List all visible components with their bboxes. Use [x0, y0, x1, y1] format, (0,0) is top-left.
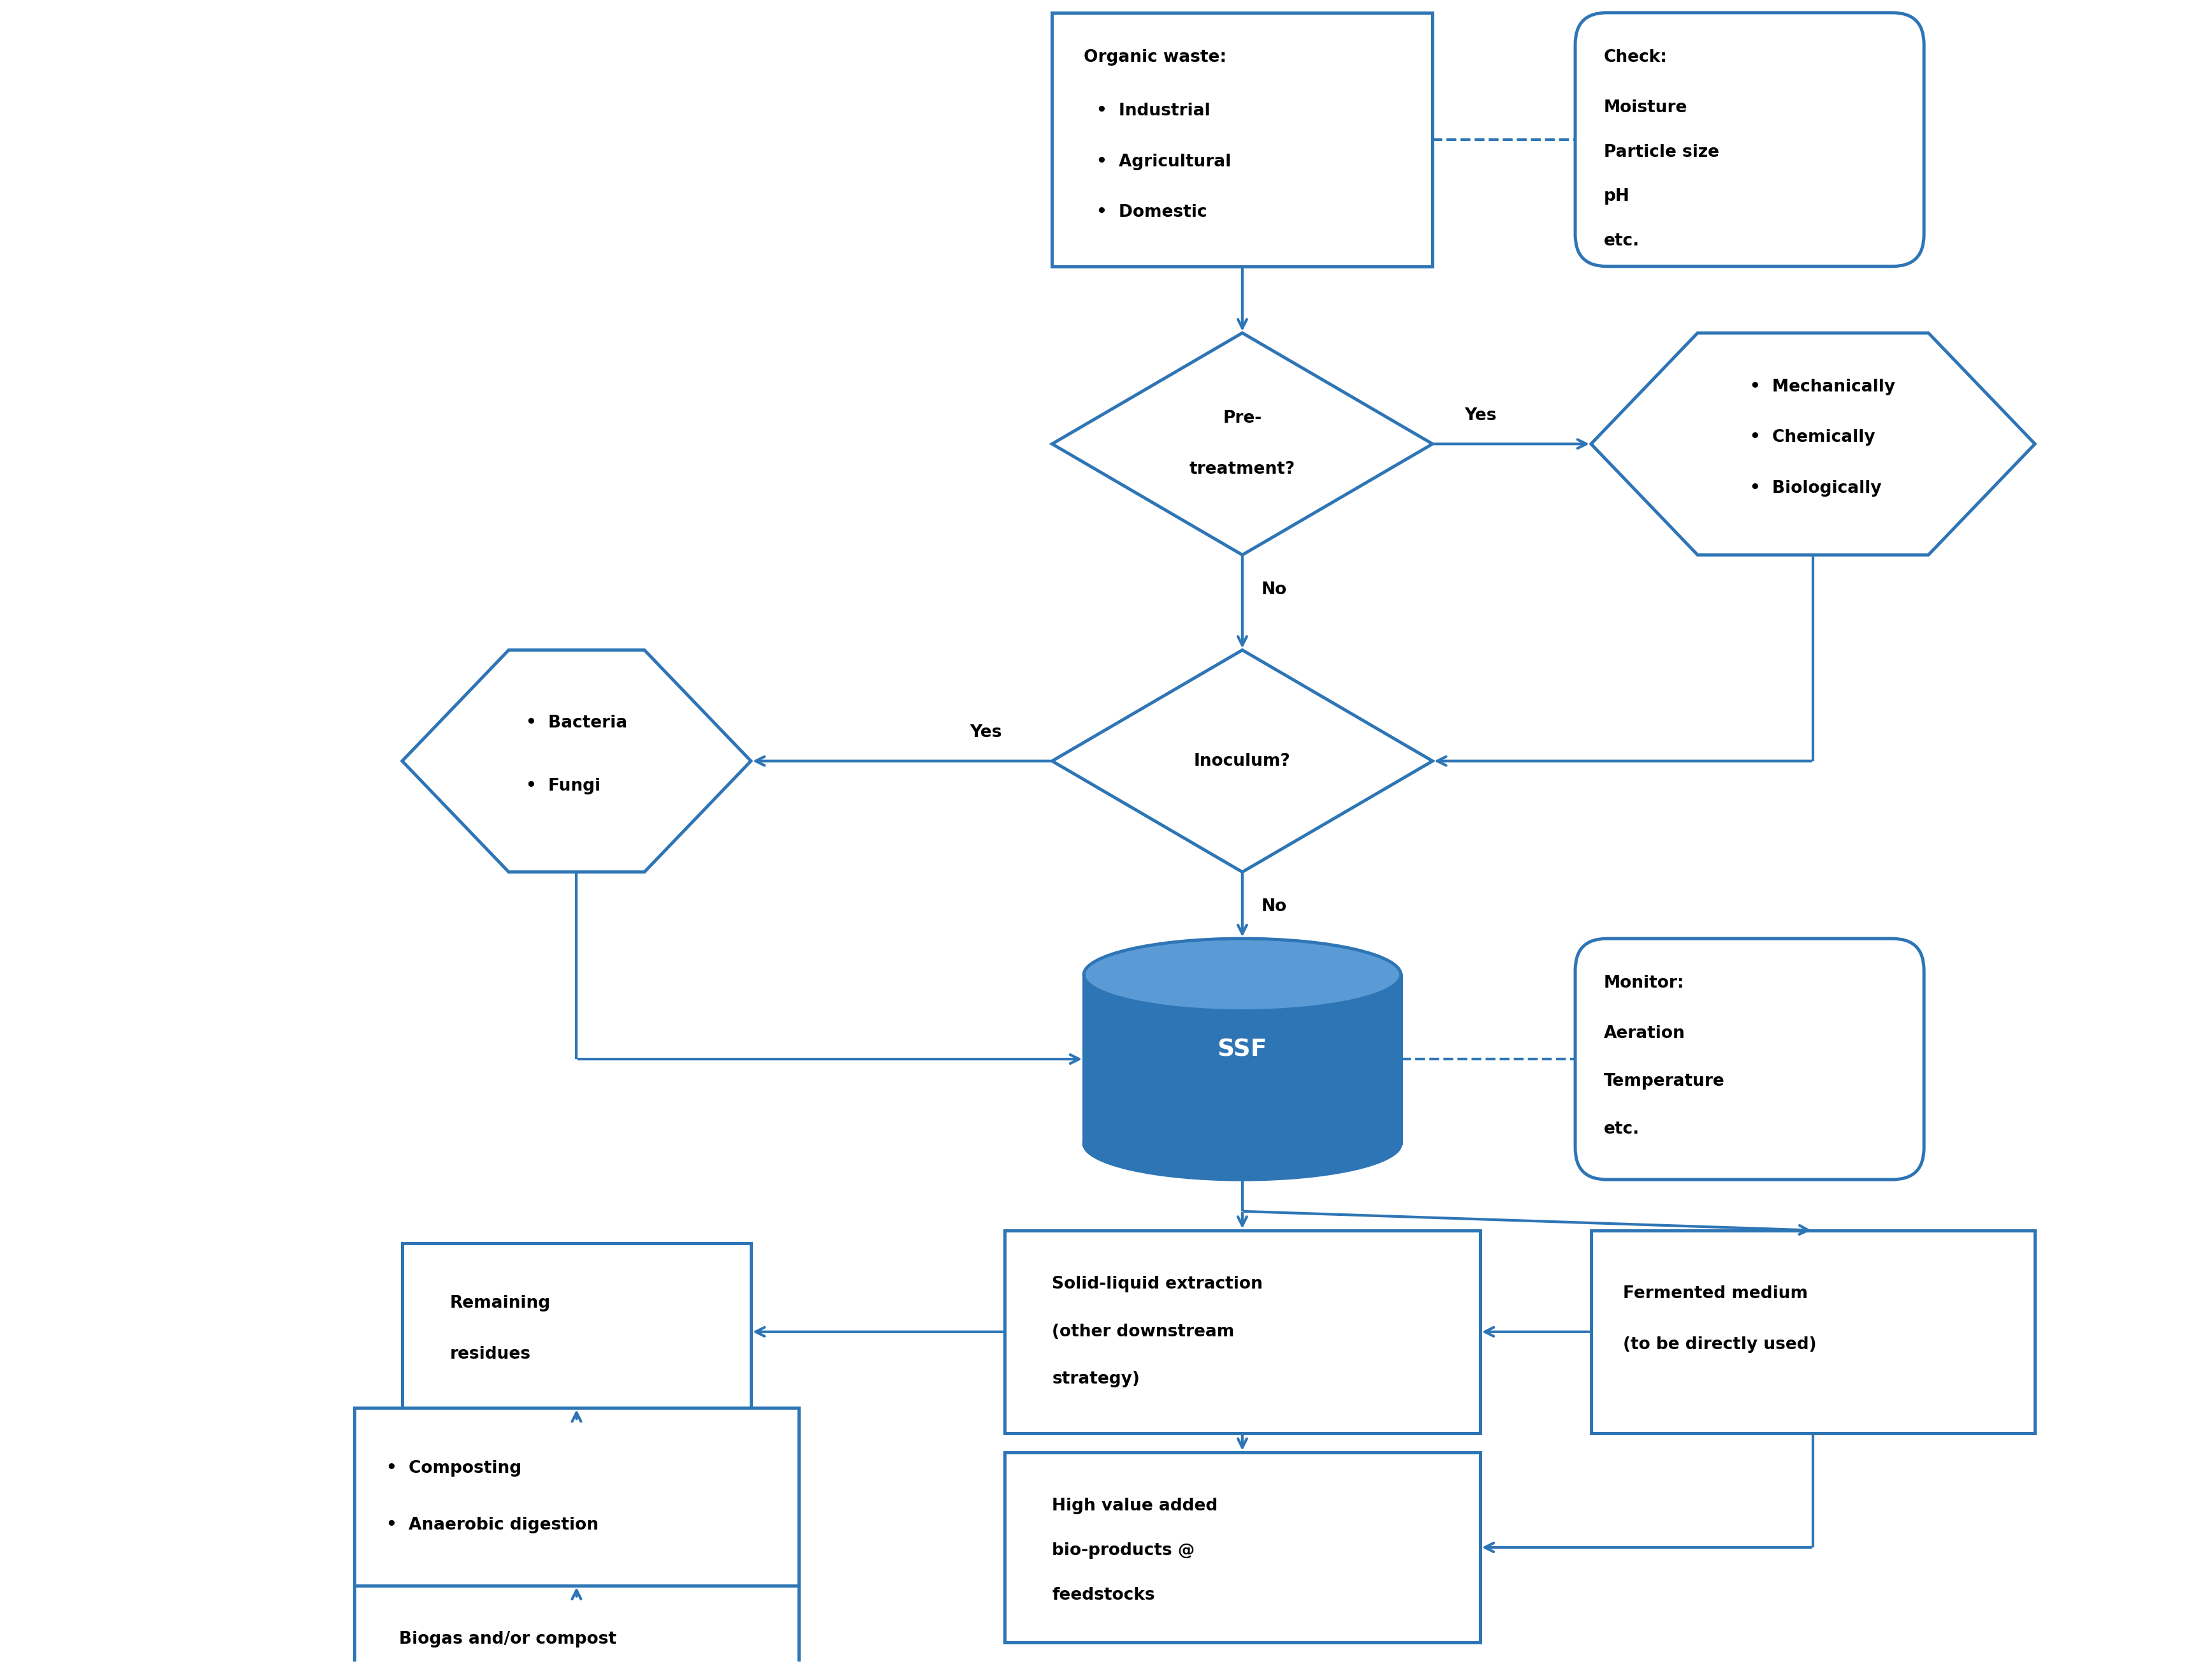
Text: Yes: Yes	[969, 725, 1002, 741]
Bar	[1084, 975, 1400, 1143]
Polygon shape	[1053, 650, 1433, 871]
Text: (other downstream: (other downstream	[1053, 1323, 1234, 1339]
Text: Fermented medium: Fermented medium	[1624, 1286, 1807, 1303]
Text: SSF: SSF	[1217, 1038, 1267, 1061]
Text: pH: pH	[1604, 188, 1630, 205]
Text: treatment?: treatment?	[1190, 461, 1296, 478]
Text: etc.: etc.	[1604, 1121, 1639, 1138]
FancyBboxPatch shape	[1053, 13, 1433, 267]
Polygon shape	[1053, 333, 1433, 555]
Text: Moisture: Moisture	[1604, 100, 1688, 117]
FancyBboxPatch shape	[1575, 938, 1924, 1180]
Text: strategy): strategy)	[1053, 1371, 1139, 1388]
FancyBboxPatch shape	[1004, 1453, 1480, 1643]
Text: Solid-liquid extraction: Solid-liquid extraction	[1053, 1276, 1263, 1293]
Text: Inoculum?: Inoculum?	[1194, 753, 1290, 770]
Polygon shape	[1590, 333, 2035, 555]
Text: Pre-: Pre-	[1223, 410, 1261, 426]
Polygon shape	[403, 650, 750, 871]
FancyBboxPatch shape	[1004, 1230, 1480, 1433]
Text: Biogas and/or compost: Biogas and/or compost	[398, 1631, 617, 1648]
Ellipse shape	[1084, 938, 1400, 1011]
Text: No: No	[1261, 581, 1287, 598]
Text: Organic waste:: Organic waste:	[1084, 48, 1228, 65]
Text: feedstocks: feedstocks	[1053, 1586, 1155, 1603]
Text: bio-products @: bio-products @	[1053, 1543, 1194, 1559]
Text: No: No	[1261, 898, 1287, 915]
Text: •  Biologically: • Biologically	[1750, 480, 1880, 496]
FancyBboxPatch shape	[403, 1243, 750, 1421]
Text: High value added: High value added	[1053, 1498, 1219, 1514]
Text: •  Fungi: • Fungi	[526, 778, 599, 795]
Text: Yes: Yes	[1464, 407, 1498, 423]
FancyBboxPatch shape	[1575, 13, 1924, 267]
Text: •  Industrial: • Industrial	[1097, 103, 1210, 120]
Text: •  Chemically: • Chemically	[1750, 430, 1876, 446]
Text: Remaining: Remaining	[449, 1294, 551, 1311]
FancyBboxPatch shape	[354, 1586, 799, 1666]
Text: Particle size: Particle size	[1604, 143, 1719, 160]
Text: Temperature: Temperature	[1604, 1073, 1725, 1090]
Text: •  Anaerobic digestion: • Anaerobic digestion	[387, 1518, 599, 1533]
FancyBboxPatch shape	[1590, 1230, 2035, 1433]
Ellipse shape	[1084, 1108, 1400, 1180]
Text: (to be directly used): (to be directly used)	[1624, 1336, 1816, 1353]
Text: etc.: etc.	[1604, 233, 1639, 250]
Text: •  Composting: • Composting	[387, 1459, 522, 1476]
Text: •  Bacteria: • Bacteria	[526, 715, 628, 731]
Text: Check:: Check:	[1604, 48, 1668, 65]
FancyBboxPatch shape	[354, 1408, 799, 1598]
Text: Monitor:: Monitor:	[1604, 975, 1683, 991]
Text: residues: residues	[449, 1346, 531, 1363]
Text: •  Domestic: • Domestic	[1097, 205, 1208, 220]
Text: •  Agricultural: • Agricultural	[1097, 153, 1232, 170]
Text: •  Mechanically: • Mechanically	[1750, 378, 1896, 395]
Text: Aeration: Aeration	[1604, 1026, 1686, 1041]
